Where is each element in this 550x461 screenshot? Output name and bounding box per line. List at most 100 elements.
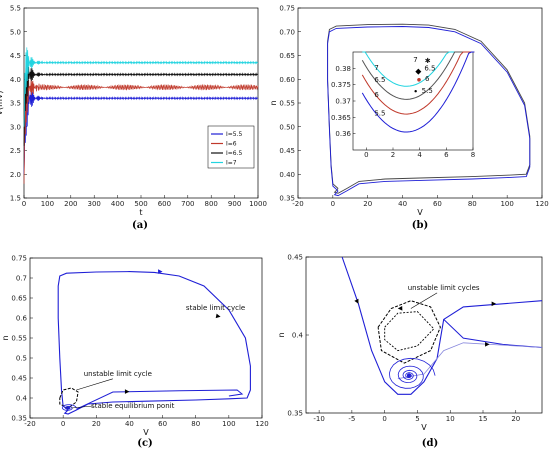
inset-x-tick-label: 8 xyxy=(471,151,475,159)
inset-curve xyxy=(361,51,475,115)
y-tick-label: 0.70 xyxy=(279,28,295,36)
y-tick-label: 0.55 xyxy=(279,100,295,108)
equilibrium-label: 7 xyxy=(413,56,417,64)
legend-entry: I=5.5 xyxy=(226,131,243,138)
stable-limit-cycle xyxy=(57,271,251,415)
y-axis-label: V(mV) xyxy=(0,91,4,116)
arrow-head xyxy=(158,269,163,274)
x-tick-label: 40 xyxy=(398,200,407,208)
y-tick-label: 0.40 xyxy=(279,171,295,179)
x-tick-label: 120 xyxy=(535,200,548,208)
inset-x-tick-label: 2 xyxy=(391,151,395,159)
inset-curve-label: 7 xyxy=(374,64,378,72)
x-tick-label: 20 xyxy=(92,420,101,428)
y-tick-label: 0.35 xyxy=(11,415,27,423)
y-tick-label: 5.5 xyxy=(10,5,21,13)
equilibrium-label: 6.5 xyxy=(424,65,435,73)
x-tick-label: 5 xyxy=(415,415,419,423)
legend-entry: I=7 xyxy=(226,160,237,167)
inset-x-tick-label: 4 xyxy=(417,151,422,159)
arrow-head xyxy=(397,305,403,311)
trajectory xyxy=(76,389,244,410)
y-tick-label: 0.35 xyxy=(279,195,295,203)
y-tick-label: 4.0 xyxy=(10,76,21,84)
y-tick-label: 0.75 xyxy=(279,5,295,13)
x-tick-label: 100 xyxy=(41,200,54,208)
inset-y-tick-label: 0.38 xyxy=(335,65,351,73)
plot-frame xyxy=(29,257,263,419)
y-tick-label: 0.4 xyxy=(292,332,304,340)
arrow-head xyxy=(491,301,497,307)
x-tick-label: -5 xyxy=(348,415,355,423)
spiral-trajectory xyxy=(388,357,436,389)
annotation-pointer xyxy=(410,292,438,309)
y-tick-label: 0.5 xyxy=(16,355,27,363)
unstable-limit-cycles-label: unstable limit cycles xyxy=(408,284,480,292)
x-axis-label: V xyxy=(421,423,427,432)
annotation-pointer xyxy=(71,405,93,409)
inset-curve xyxy=(361,51,475,100)
x-tick-label: 700 xyxy=(181,200,194,208)
series-line xyxy=(23,55,259,146)
equilibrium-marker xyxy=(414,90,417,93)
equilibrium-marker xyxy=(415,68,422,75)
x-tick-label: 200 xyxy=(64,200,77,208)
x-tick-label: 10 xyxy=(446,415,455,423)
inset-y-tick-label: 0.37 xyxy=(335,98,351,106)
x-tick-label: 20 xyxy=(363,200,372,208)
x-axis-label: V xyxy=(417,208,423,217)
y-tick-label: 0.45 xyxy=(11,375,27,383)
y-axis-label: n xyxy=(277,332,286,337)
trajectory xyxy=(443,319,543,348)
y-tick-label: 4.5 xyxy=(10,52,21,60)
plot-frame xyxy=(23,7,259,199)
equilibrium-label: 5.5 xyxy=(422,87,433,95)
panel-label-b: (b) xyxy=(412,220,428,231)
x-tick-label: 0 xyxy=(382,415,386,423)
y-tick-label: 0.50 xyxy=(279,123,295,131)
x-tick-label: 600 xyxy=(158,200,171,208)
x-tick-label: 80 xyxy=(191,420,200,428)
arrow-head xyxy=(124,389,130,394)
y-tick-label: 0.65 xyxy=(11,295,27,303)
x-tick-label: 500 xyxy=(134,200,147,208)
y-tick-label: 0.55 xyxy=(11,335,27,343)
stable-limit-cycle xyxy=(341,256,543,395)
arrow-head xyxy=(215,313,221,319)
x-tick-label: 300 xyxy=(88,200,101,208)
x-axis-label: V xyxy=(143,428,149,437)
stable-limit-cycle-label: stable limit cycle xyxy=(186,304,245,312)
inset-x-tick-label: 6 xyxy=(444,151,449,159)
y-tick-label: 1.5 xyxy=(10,195,21,203)
equilibrium-label: 6 xyxy=(425,75,430,83)
x-tick-label: 60 xyxy=(433,200,442,208)
unstable-limit-cycle xyxy=(384,311,435,352)
x-tick-label: 100 xyxy=(222,420,235,428)
y-tick-label: 3.0 xyxy=(10,123,21,131)
x-tick-label: 0 xyxy=(61,420,65,428)
unstable-limit-cycle-label: unstable limit cycle xyxy=(84,370,152,378)
equilibrium-point-label: stable equilibrium ponit xyxy=(91,402,174,410)
inset-curve-label: 5.5 xyxy=(374,110,385,118)
x-tick-label: 120 xyxy=(255,420,268,428)
y-tick-label: 0.65 xyxy=(279,52,295,60)
x-tick-label: 400 xyxy=(111,200,124,208)
x-tick-label: -20 xyxy=(292,200,303,208)
y-tick-label: 0.75 xyxy=(11,255,27,263)
y-tick-label: 0.45 xyxy=(279,147,295,155)
series-line xyxy=(23,72,259,175)
inset-y-tick-label: 0.365 xyxy=(331,114,351,122)
equilibrium-point xyxy=(406,373,411,378)
panel-label-d: (d) xyxy=(422,438,438,449)
x-axis-label: t xyxy=(139,208,142,217)
x-tick-label: 100 xyxy=(500,200,513,208)
limit-cycle-blue xyxy=(327,26,531,197)
y-tick-label: 0.4 xyxy=(16,395,28,403)
y-tick-label: 5.0 xyxy=(10,28,21,36)
inset-curve-label: 6.5 xyxy=(374,76,385,84)
legend-box xyxy=(207,125,255,169)
x-tick-label: 80 xyxy=(468,200,477,208)
panel-b: -20 0 20 40 60 80 100 1200.350.400.450.500.550.… xyxy=(269,5,549,232)
equilibrium-marker: ✱ xyxy=(425,57,431,65)
